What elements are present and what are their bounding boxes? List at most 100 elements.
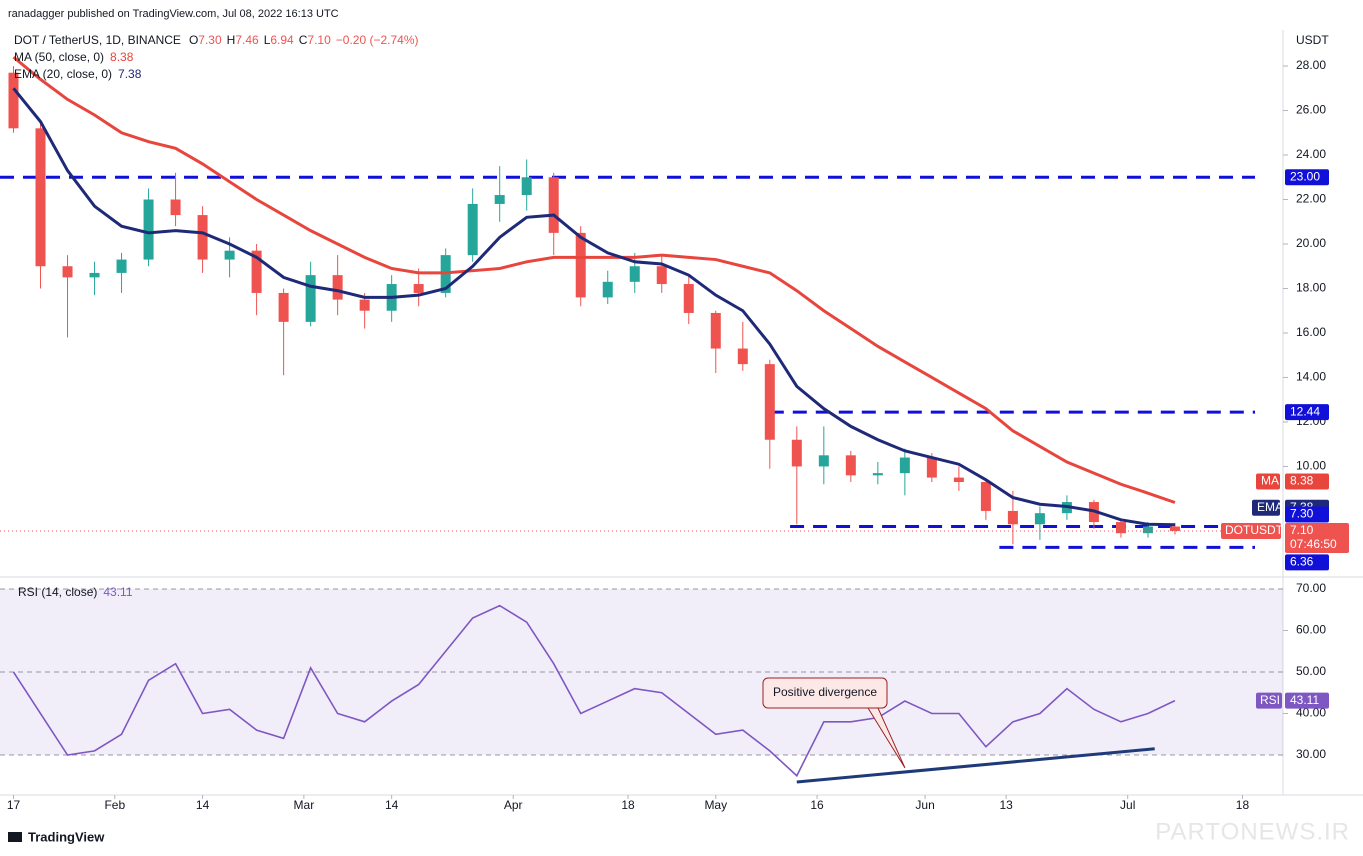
tv-logo-icon [8, 832, 22, 842]
candle-body [1142, 526, 1153, 534]
rsi-name-badge [1256, 692, 1282, 709]
change: −0.20 (−2.74%) [336, 33, 419, 47]
y-tick-label: 26.00 [1296, 103, 1326, 117]
legend-value: 7.38 [118, 67, 142, 81]
y-tick-label: 10.00 [1296, 459, 1326, 473]
y-tick-label: 18.00 [1296, 281, 1326, 295]
divergence-line [796, 747, 1155, 784]
legend-name: EMA (20, close, 0) [14, 67, 112, 81]
candle-body [1034, 513, 1045, 525]
countdown: 07:46:50 [1290, 537, 1337, 551]
price-badge-label: EMA [1257, 500, 1283, 514]
legend-entry: MA (50, close, 0) 8.38 [14, 50, 134, 64]
x-tick-label: 13 [999, 798, 1013, 812]
y-tick-label: 60.00 [1296, 623, 1326, 637]
price-badge [1256, 473, 1280, 490]
candle-body [359, 299, 370, 311]
last-price-name: DOTUSDT [1225, 523, 1284, 537]
candle-body [197, 215, 208, 260]
x-tick-label: 18 [621, 798, 635, 812]
candle-body [278, 292, 289, 322]
rsi-badge [1285, 692, 1329, 709]
candle-body [737, 348, 748, 365]
candle-body [764, 364, 775, 440]
candle-body [62, 266, 73, 278]
y-tick-label: 20.00 [1296, 236, 1326, 250]
x-tick-label: 16 [810, 798, 824, 812]
x-tick-label: Feb [104, 798, 125, 812]
annotation: Positive divergence [773, 685, 877, 699]
candle-body [89, 272, 100, 278]
price-badge-label: 7.30 [1290, 507, 1314, 521]
price-badge [1285, 404, 1329, 421]
candle-body [899, 457, 910, 474]
price-badge-label: 23.00 [1290, 169, 1320, 183]
candle-body [845, 455, 856, 476]
y-tick-label: 24.00 [1296, 147, 1326, 161]
candle-body [116, 259, 127, 273]
price-badge [1285, 473, 1329, 490]
y-tick-label: 40.00 [1296, 706, 1326, 720]
symbol-line: DOT / TetherUS, 1D, BINANCE O7.30 H7.46 L6.… [14, 33, 419, 47]
price-badge [1252, 499, 1280, 516]
ohlc-key: L [264, 33, 271, 47]
legend-name: MA (50, close, 0) [14, 50, 104, 64]
candle-body [413, 284, 424, 293]
ohlc-value: 7.10 [307, 33, 331, 47]
tv-logo[interactable]: TradingView [28, 829, 105, 844]
y-tick-label: 70.00 [1296, 581, 1326, 595]
ohlc-value: 7.46 [235, 33, 259, 47]
candle-body [521, 177, 532, 196]
price-badge [1285, 169, 1329, 186]
candle-body [953, 477, 964, 483]
legend-entry: EMA (20, close, 0) 7.38 [14, 67, 142, 81]
x-tick-label: 14 [196, 798, 210, 812]
price-badge [1285, 554, 1329, 571]
publisher: ranadagger published on TradingView.com,… [8, 8, 339, 20]
candle-body [224, 250, 235, 260]
candle-body [683, 284, 694, 313]
y-tick-label: 28.00 [1296, 58, 1326, 72]
candle-body [332, 275, 343, 300]
callout-box [762, 677, 888, 709]
indicator-line [12, 55, 1176, 504]
legend-name: RSI (14, close) [18, 585, 97, 599]
ohlc-key: H [227, 33, 236, 47]
symbol: DOT / TetherUS, 1D, BINANCE [14, 33, 181, 47]
ohlc-value: 6.94 [270, 33, 294, 47]
ohlc-key: O [189, 33, 198, 47]
candle-body [872, 473, 883, 476]
rsi-line [12, 604, 1176, 778]
last-price-label: 7.10 [1290, 523, 1314, 537]
candle-body [818, 455, 829, 467]
price-badge-label: 6.36 [1290, 555, 1314, 569]
x-tick-label: May [704, 798, 727, 812]
candle-body [35, 128, 46, 267]
y-tick-label: 22.00 [1296, 192, 1326, 206]
candle-body [926, 457, 937, 478]
candle-body [1115, 522, 1126, 534]
ohlc-value: 7.30 [198, 33, 222, 47]
candle-body [143, 199, 154, 260]
ohlc-key: C [299, 33, 308, 47]
x-tick-label: Mar [294, 798, 315, 812]
candle-body [548, 177, 559, 233]
candle-body [1007, 510, 1018, 525]
price-badge-label: MA [1261, 474, 1279, 488]
legend-value: 8.38 [110, 50, 134, 64]
candle-body [467, 203, 478, 256]
price-badge-label: 8.38 [1290, 474, 1314, 488]
legend-entry: RSI (14, close) 43.11 [18, 585, 133, 599]
y-tick-label: 50.00 [1296, 664, 1326, 678]
watermark: PARTONEWS.IR [1155, 818, 1350, 845]
price-badge [1285, 506, 1329, 523]
callout-pointer [867, 707, 906, 769]
y-tick-label: 14.00 [1296, 370, 1326, 384]
candle-body [710, 312, 721, 349]
candle-body [575, 232, 586, 298]
last-price-badge [1285, 522, 1349, 553]
last-price-name-badge [1221, 522, 1281, 539]
rsi-badge-label: 43.11 [1290, 693, 1319, 707]
candle-body [494, 195, 505, 204]
x-tick-label: Jul [1120, 798, 1135, 812]
